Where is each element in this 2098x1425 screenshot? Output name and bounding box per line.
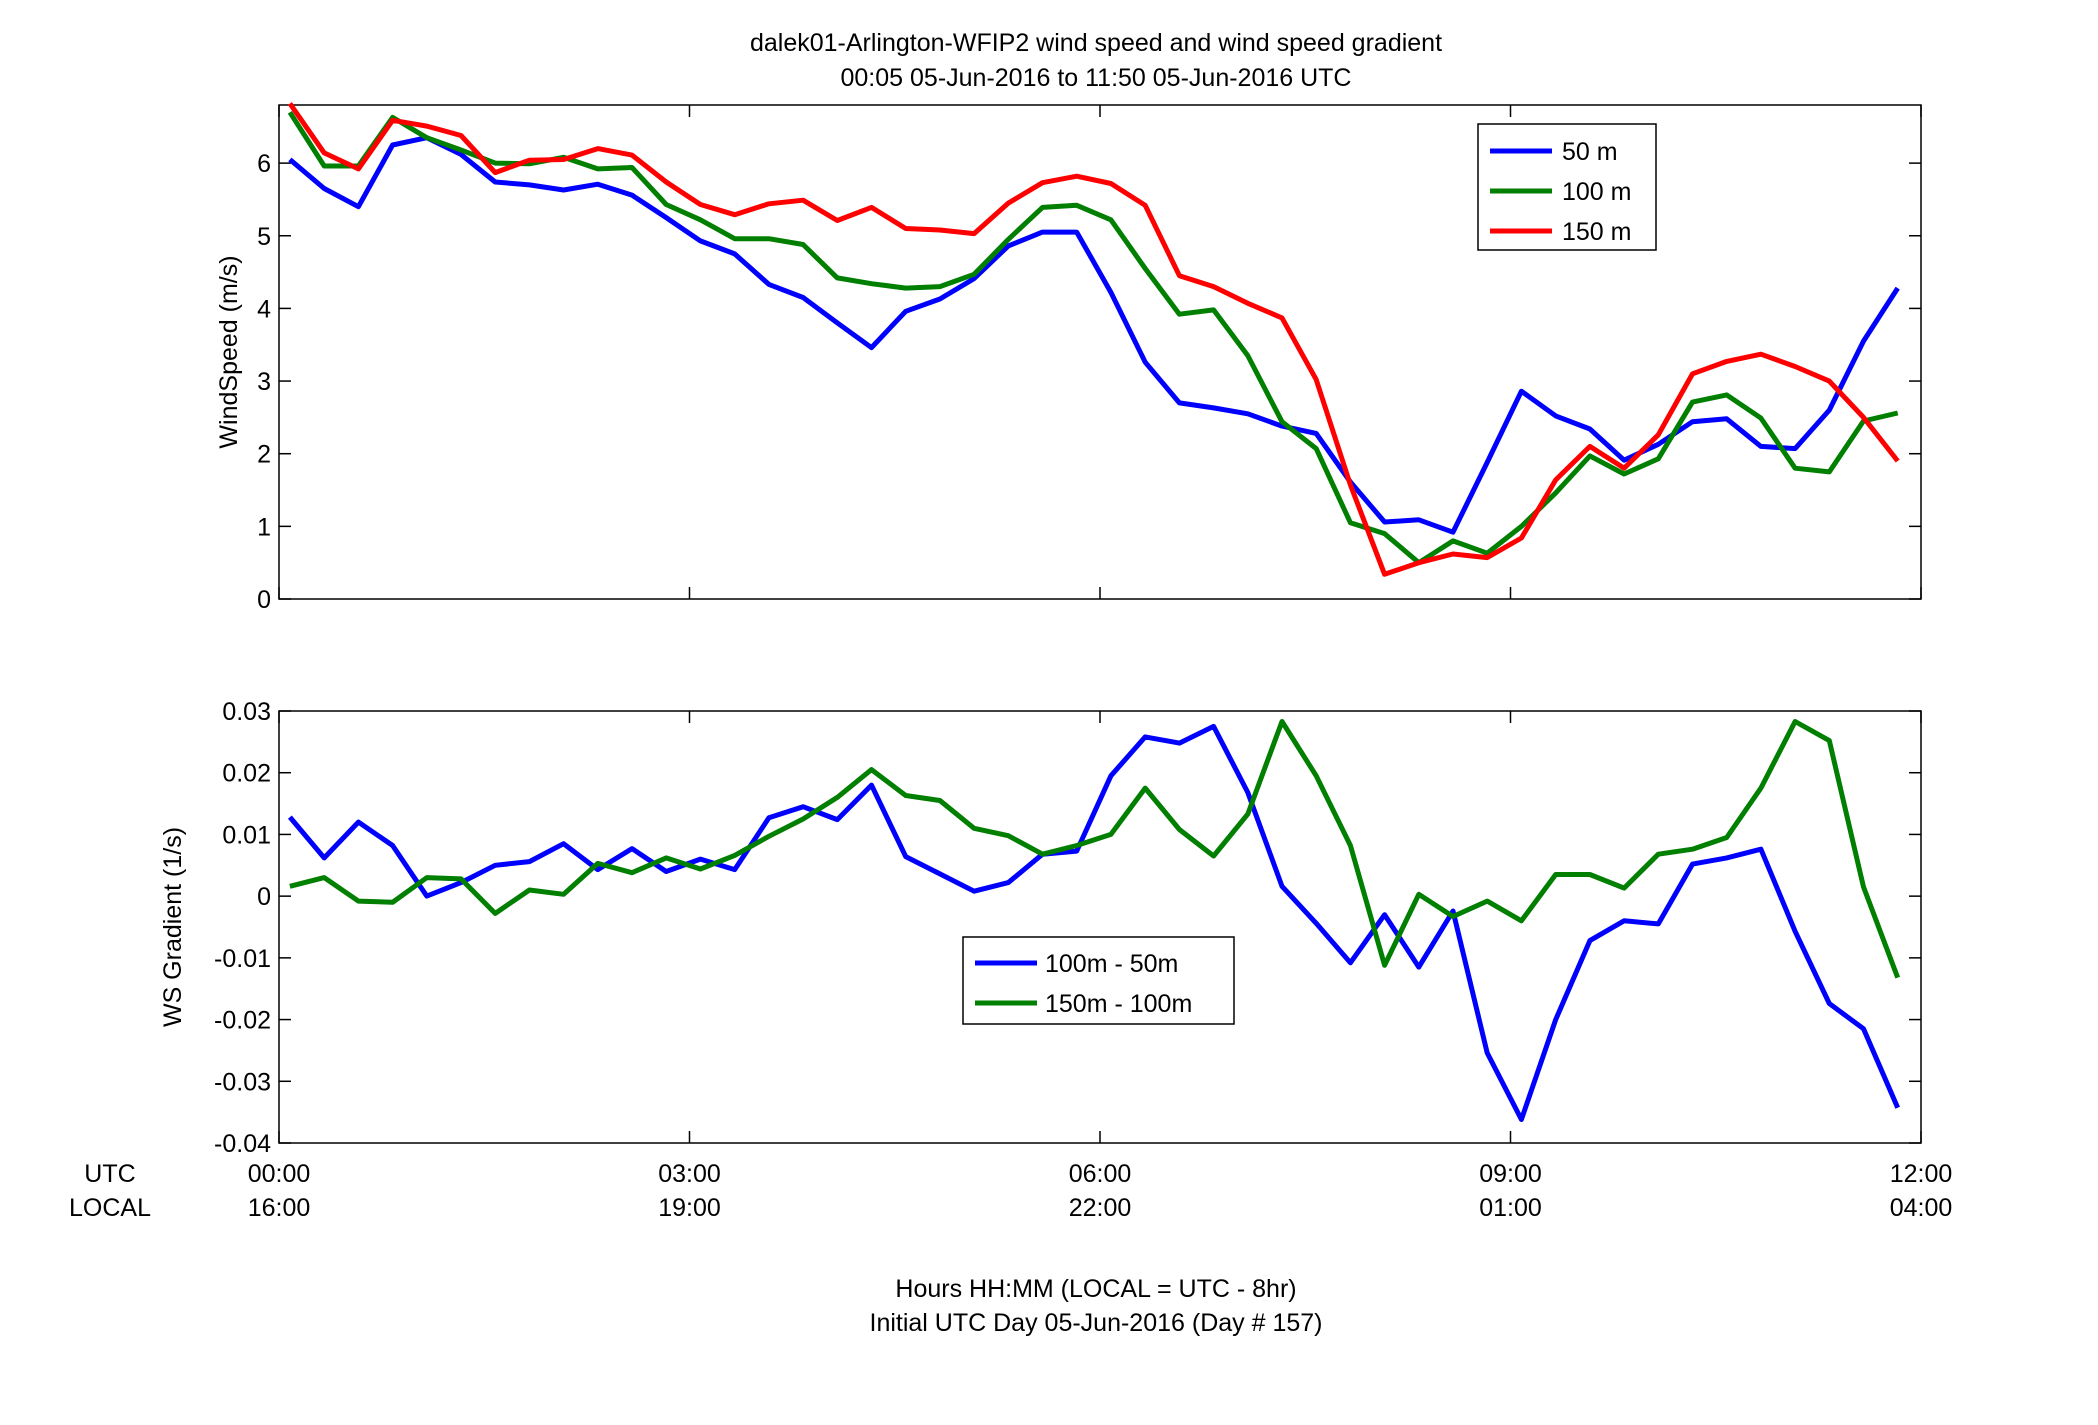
xtick-label-utc: 12:00 [1890,1160,1953,1188]
windspeed-panel: 0 1 2 3 4 5 6 WindSpeed (m/s) 50 m 100 m 150 m [215,102,1922,614]
windspeed-series [287,102,1900,577]
xtick-label-utc: 06:00 [1069,1160,1132,1188]
chart-subtitle: 00:05 05-Jun-2016 to 11:50 05-Jun-2016 U… [841,64,1352,92]
windspeed-legend-label-2: 100 m [1562,178,1631,206]
windspeed-ytick-label: 2 [257,441,271,469]
gradient-series [287,719,1901,1122]
windspeed-ticks: 0 1 2 3 4 5 6 [257,105,1922,614]
windspeed-y-axis-label: WindSpeed (m/s) [215,255,243,448]
gradient-legend: 100m - 50m 150m - 100m [962,936,1235,1025]
gradient-ytick-label: -0.02 [214,1007,271,1035]
gradient-series-line-2 [289,719,1901,979]
xtick-label-utc: 09:00 [1479,1160,1542,1188]
x-row-label-utc: UTC [84,1160,135,1188]
xtick-label-utc: 03:00 [658,1160,721,1188]
gradient-ytick-label: 0.02 [222,760,271,788]
windspeed-ytick-label: 0 [257,586,271,614]
gradient-y-axis-label: WS Gradient (1/s) [159,827,187,1027]
gradient-series-line-1 [287,723,1900,1122]
gradient-ytick-label: -0.04 [214,1130,271,1158]
windspeed-ytick-label: 1 [257,513,271,541]
gradient-ytick-label: 0.01 [222,821,271,849]
xtick-label-utc: 00:00 [248,1160,311,1188]
windspeed-series-line-3 [287,102,1900,577]
xtick-label-local: 16:00 [248,1194,311,1222]
gradient-ytick-label: 0 [257,883,271,911]
gradient-plot-area [278,710,1922,1144]
gradient-ytick-label: -0.03 [214,1068,271,1096]
x-axis-label-line2: Initial UTC Day 05-Jun-2016 (Day # 157) [870,1309,1323,1337]
xtick-label-local: 19:00 [658,1194,721,1222]
gradient-legend-label-1: 100m - 50m [1045,950,1178,978]
windspeed-series-line-1 [288,135,1900,535]
windspeed-ytick-label: 6 [257,150,271,178]
xtick-label-local: 04:00 [1890,1194,1953,1222]
gradient-ticks: -0.04 -0.03 -0.02 -0.01 0 0.01 0.02 0.03 [214,698,1922,1158]
gradient-ytick-label: 0.03 [222,698,271,726]
windspeed-legend: 50 m 100 m 150 m [1477,123,1657,251]
x-row-label-local: LOCAL [69,1194,151,1222]
gradient-legend-box [962,936,1235,1025]
gradient-panel: -0.04 -0.03 -0.02 -0.01 0 0.01 0.02 0.03 WS Gra… [159,698,1922,1158]
chart-title: dalek01-Arlington-WFIP2 wind speed and w… [750,29,1442,57]
x-axis-labels: UTC LOCAL 00:00 16:00 03:00 19:00 06:00 22:00… [69,1160,1952,1222]
windspeed-legend-label-3: 150 m [1562,218,1631,246]
windspeed-legend-label-1: 50 m [1562,138,1618,166]
x-axis-label-line1: Hours HH:MM (LOCAL = UTC - 8hr) [895,1275,1296,1303]
windspeed-ytick-label: 4 [257,295,271,323]
windspeed-ytick-label: 3 [257,368,271,396]
gradient-ytick-label: -0.01 [214,945,271,973]
windspeed-ytick-label: 5 [257,223,271,251]
gradient-legend-label-2: 150m - 100m [1045,990,1192,1018]
xtick-label-local: 01:00 [1479,1194,1542,1222]
xtick-label-local: 22:00 [1069,1194,1132,1222]
